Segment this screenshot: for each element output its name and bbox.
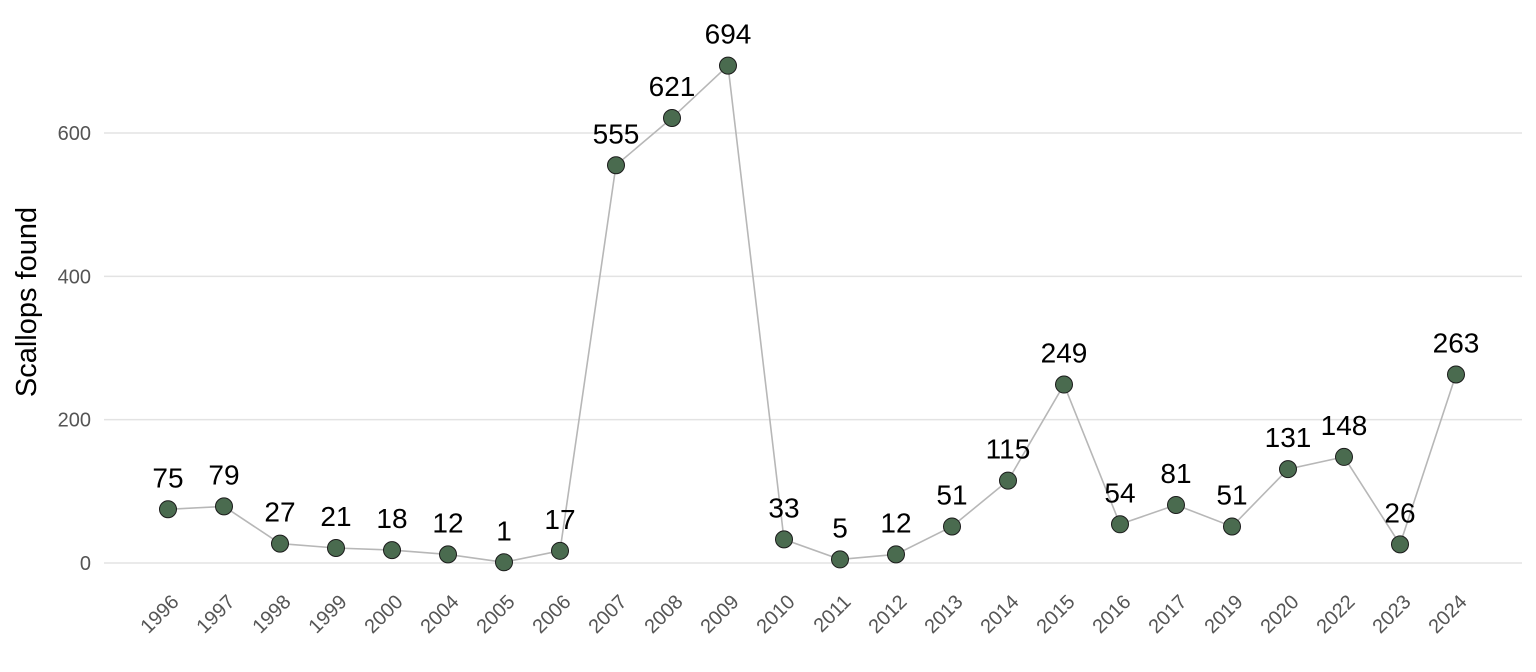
data-point-2000 bbox=[383, 541, 401, 560]
data-label-2010: 33 bbox=[768, 492, 799, 523]
x-tick-label-2015: 2015 bbox=[1033, 591, 1080, 638]
x-tick-label-2004: 2004 bbox=[417, 591, 464, 638]
gridlines bbox=[104, 132, 1522, 564]
x-tick-label-2012: 2012 bbox=[865, 591, 912, 638]
x-tick-label-1998: 1998 bbox=[249, 591, 296, 638]
data-label-2011: 5 bbox=[832, 512, 848, 543]
data-label-2019: 51 bbox=[1216, 479, 1247, 510]
x-tick-label-2022: 2022 bbox=[1313, 591, 1360, 638]
data-point-2006 bbox=[551, 541, 569, 560]
data-label-2023: 26 bbox=[1384, 497, 1415, 528]
data-point-2012 bbox=[887, 545, 905, 564]
series-line-group bbox=[167, 63, 1457, 564]
y-tick-label: 200 bbox=[58, 410, 91, 432]
y-tick-label: 600 bbox=[58, 123, 91, 145]
data-label-2004: 12 bbox=[432, 507, 463, 538]
data-label-2007: 555 bbox=[593, 118, 640, 149]
x-tick-label-2006: 2006 bbox=[529, 591, 576, 638]
data-point-2004 bbox=[439, 545, 457, 564]
y-axis-ticks: 0 200 400 600 bbox=[58, 123, 91, 575]
data-point-2015 bbox=[1055, 375, 1073, 394]
data-label-2006: 17 bbox=[544, 504, 575, 535]
data-label-2008: 621 bbox=[649, 71, 696, 102]
data-point-2009 bbox=[719, 56, 737, 75]
data-label-2009: 694 bbox=[705, 19, 752, 50]
x-tick-label-2020: 2020 bbox=[1257, 591, 1304, 638]
x-tick-label-2013: 2013 bbox=[921, 591, 968, 638]
series-line bbox=[167, 63, 1457, 564]
data-label-2015: 249 bbox=[1041, 338, 1088, 369]
y-axis-title: Scallops found bbox=[11, 207, 43, 397]
data-point-2014 bbox=[999, 471, 1017, 490]
x-tick-label-1997: 1997 bbox=[193, 591, 240, 638]
y-tick-label: 0 bbox=[80, 553, 91, 575]
x-tick-label-2010: 2010 bbox=[753, 591, 800, 638]
data-point-2023 bbox=[1391, 535, 1409, 554]
x-tick-label-2024: 2024 bbox=[1425, 591, 1472, 638]
data-label-2014: 115 bbox=[986, 434, 1031, 465]
data-label-2005: 1 bbox=[496, 515, 512, 546]
data-label-2024: 263 bbox=[1433, 328, 1480, 359]
data-point-2017 bbox=[1167, 495, 1185, 514]
data-point-2013 bbox=[943, 517, 961, 536]
data-label-2016: 54 bbox=[1104, 477, 1135, 508]
data-label-1996: 75 bbox=[152, 462, 183, 493]
data-point-2008 bbox=[663, 108, 681, 127]
data-point-2010 bbox=[775, 530, 793, 549]
x-tick-label-2014: 2014 bbox=[977, 591, 1024, 638]
x-tick-label-2005: 2005 bbox=[473, 591, 520, 638]
data-label-1998: 27 bbox=[264, 497, 295, 528]
x-tick-label-1999: 1999 bbox=[305, 591, 352, 638]
data-label-1997: 79 bbox=[208, 459, 239, 490]
x-tick-label-2019: 2019 bbox=[1201, 591, 1248, 638]
x-tick-label-2017: 2017 bbox=[1145, 591, 1192, 638]
data-label-2013: 51 bbox=[936, 479, 967, 510]
x-tick-label-2011: 2011 bbox=[810, 591, 856, 637]
data-label-2012: 12 bbox=[880, 507, 911, 538]
data-point-1999 bbox=[327, 538, 345, 557]
x-tick-label-2009: 2009 bbox=[697, 591, 744, 638]
data-point-1997 bbox=[215, 497, 233, 516]
x-axis-ticks: 1996 1997 1998 1999 2000 2004 2005 2006 2007 2008… bbox=[137, 591, 1472, 638]
data-point-2005 bbox=[495, 553, 513, 572]
data-point-2020 bbox=[1279, 460, 1297, 479]
data-points bbox=[159, 56, 1465, 572]
data-point-2022 bbox=[1335, 447, 1353, 466]
data-label-2022: 148 bbox=[1321, 410, 1368, 441]
data-point-2019 bbox=[1223, 517, 1241, 536]
x-tick-label-2007: 2007 bbox=[585, 591, 632, 638]
data-point-2007 bbox=[607, 156, 625, 175]
x-tick-label-2000: 2000 bbox=[361, 591, 408, 638]
x-tick-label-2016: 2016 bbox=[1089, 591, 1136, 638]
y-tick-label: 400 bbox=[58, 266, 91, 288]
data-point-2011 bbox=[831, 550, 849, 569]
data-point-2024 bbox=[1447, 365, 1465, 384]
data-label-2000: 18 bbox=[376, 503, 407, 534]
data-label-2017: 81 bbox=[1160, 458, 1191, 489]
data-point-2016 bbox=[1111, 515, 1129, 534]
data-label-1999: 21 bbox=[320, 501, 351, 532]
data-labels: 75 79 27 21 18 12 1 17 555 621 694 33 5 12 51 115 249 54 8… bbox=[152, 19, 1479, 547]
data-point-1998 bbox=[271, 534, 289, 553]
x-tick-label-2008: 2008 bbox=[641, 591, 688, 638]
data-label-2020: 131 bbox=[1265, 422, 1312, 453]
data-point-1996 bbox=[159, 500, 177, 519]
x-tick-label-1996: 1996 bbox=[137, 591, 184, 638]
x-tick-label-2023: 2023 bbox=[1369, 591, 1416, 638]
